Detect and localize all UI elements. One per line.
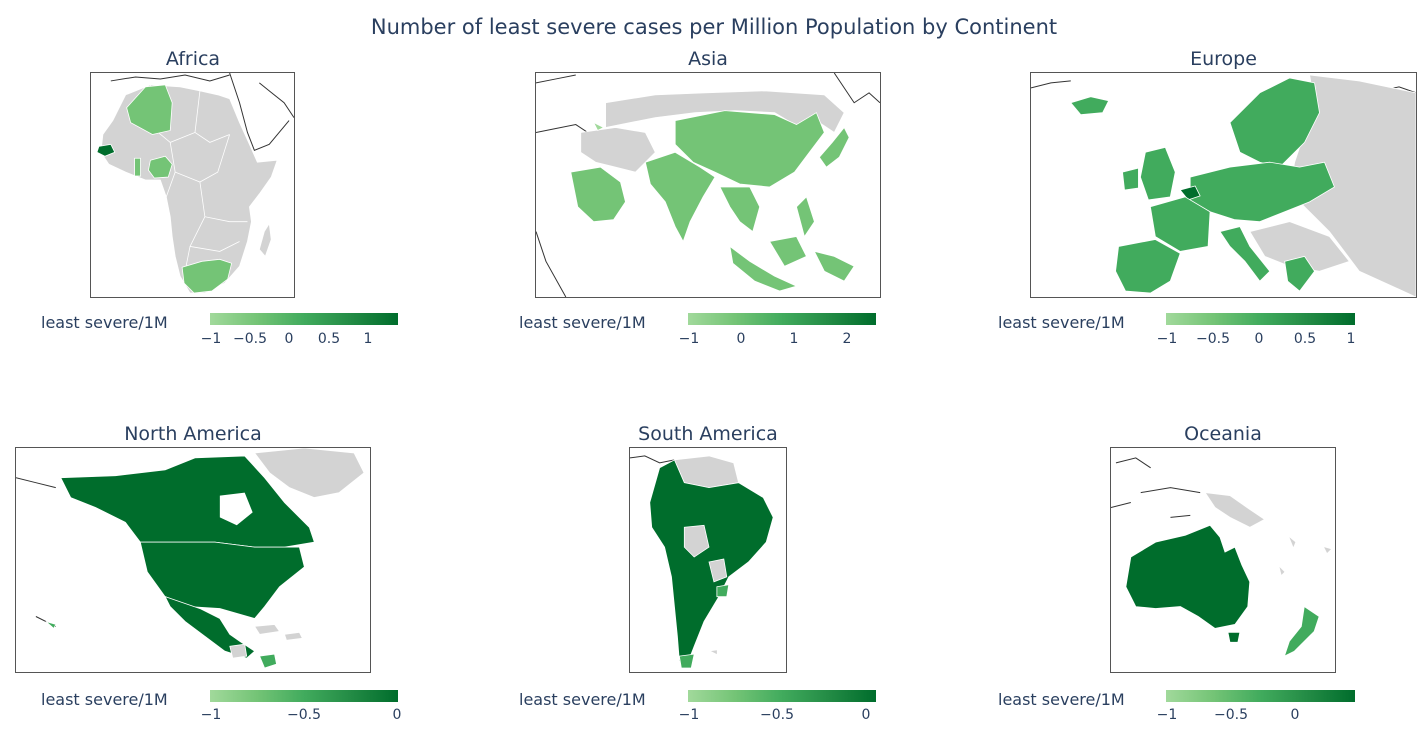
colorbar-tick: 1: [789, 331, 799, 347]
colorbar-tick: −0.5: [1214, 707, 1248, 723]
map-north-america[interactable]: [15, 447, 371, 673]
colorbar-label-south-america: least severe/1M: [519, 690, 646, 709]
panel-title-south-america: South America: [638, 423, 778, 445]
colorbar-tick: −1: [678, 331, 700, 347]
colorbar-tick: 0: [861, 707, 871, 723]
colorbar-tick: −0.5: [233, 331, 267, 347]
panel-title-asia: Asia: [688, 48, 728, 70]
map-asia[interactable]: [535, 72, 881, 298]
colorbar-tick: 1: [363, 331, 373, 347]
map-south-america[interactable]: [629, 447, 787, 673]
colorbar-tick: 0: [1290, 707, 1300, 723]
colorbar-tick: 0: [736, 331, 746, 347]
colorbar-tick: 0.5: [1293, 331, 1317, 347]
figure-title: Number of least severe cases per Million…: [370, 15, 1058, 39]
colorbar-tick: 0: [392, 707, 402, 723]
colorbar-tick: 0: [284, 331, 294, 347]
map-europe[interactable]: [1030, 72, 1417, 298]
colorbar-tick: −0.5: [760, 707, 794, 723]
panel-title-north-america: North America: [124, 423, 262, 445]
colorbar-tick: −1: [678, 707, 700, 723]
colorbar-africa: [210, 313, 398, 325]
colorbar-tick: −1: [200, 331, 222, 347]
colorbar-tick: 2: [842, 331, 852, 347]
colorbar-label-oceania: least severe/1M: [998, 690, 1125, 709]
colorbar-asia: [688, 313, 876, 325]
colorbar-label-europe: least severe/1M: [998, 313, 1125, 332]
colorbar-label-asia: least severe/1M: [519, 313, 646, 332]
colorbar-europe: [1166, 313, 1355, 325]
colorbar-tick: 0: [1254, 331, 1264, 347]
colorbar-tick: −1: [200, 707, 222, 723]
colorbar-oceania: [1166, 690, 1355, 702]
colorbar-tick: −0.5: [287, 707, 321, 723]
colorbar-label-africa: least severe/1M: [41, 313, 168, 332]
colorbar-tick: 1: [1346, 331, 1356, 347]
colorbar-south-america: [688, 690, 876, 702]
colorbar-tick: −1: [1156, 707, 1178, 723]
map-oceania[interactable]: [1110, 447, 1336, 673]
colorbar-label-north-america: least severe/1M: [41, 690, 168, 709]
colorbar-tick: −1: [1156, 331, 1178, 347]
panel-title-africa: Africa: [165, 48, 221, 70]
colorbar-north-america: [210, 690, 398, 702]
colorbar-tick: −0.5: [1196, 331, 1230, 347]
panel-title-europe: Europe: [1190, 48, 1257, 70]
panel-title-oceania: Oceania: [1184, 423, 1262, 445]
colorbar-tick: 0.5: [317, 331, 341, 347]
map-africa[interactable]: [90, 72, 295, 298]
